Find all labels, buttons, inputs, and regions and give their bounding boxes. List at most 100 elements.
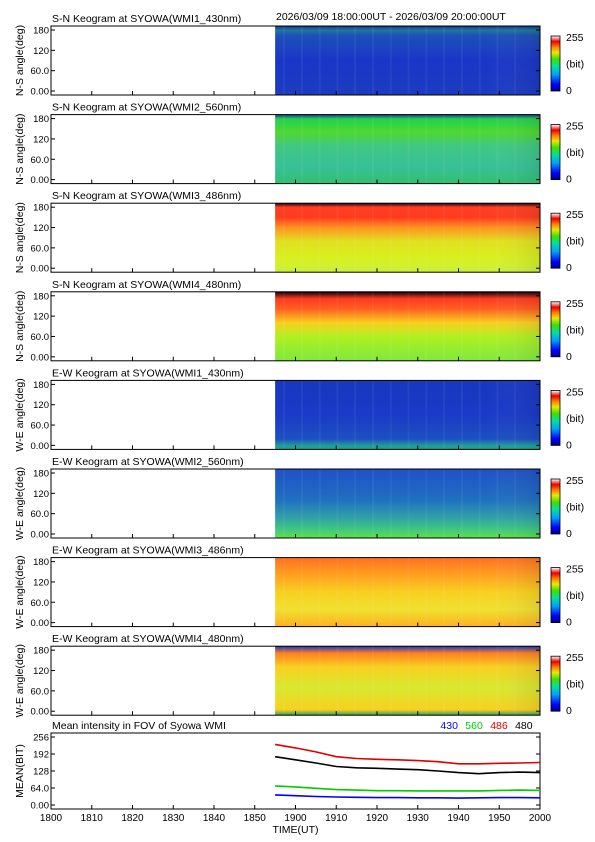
keogram-shade — [275, 557, 540, 627]
keogram-title: E-W Keogram at SYOWA(WMI4_480nm) — [52, 633, 244, 645]
series-line-480 — [274, 755, 541, 775]
colorbar-max-label: 255 — [566, 121, 584, 133]
chart-title: Mean intensity in FOV of Syowa WMI — [52, 720, 226, 732]
colorbar-min-label: 0 — [566, 528, 572, 540]
colorbar-min-label: 0 — [566, 439, 572, 451]
colorbar-unit-label: (bit) — [566, 679, 584, 691]
keogram-ytick-label: 180 — [33, 203, 49, 214]
keogram-ytick-label: 0.00 — [31, 441, 50, 452]
keogram-panel: E-W Keogram at SYOWA(WMI4_480nm)180 120 60… — [14, 633, 584, 718]
keogram-shade — [275, 646, 540, 716]
colorbar-max-label: 255 — [566, 209, 584, 221]
keogram-ytick-label: 0.00 — [31, 530, 50, 541]
keogram-ylabel: N-S angle(deg) — [14, 291, 26, 362]
keogram-ytick-label: 0.00 — [31, 618, 50, 629]
keogram-ytick-label: 180 — [33, 469, 49, 480]
keogram-title: S-N Keogram at SYOWA(WMI1_430nm) — [52, 13, 241, 25]
keogram-ytick-label: 60.0 — [31, 509, 50, 520]
keogram-ytick-label: 180 — [33, 380, 49, 391]
keogram-ytick-label: 120 — [33, 400, 49, 411]
keogram-ytick-label: 180 — [33, 557, 49, 568]
colorbar-min-label: 0 — [566, 174, 572, 186]
series-line-486 — [274, 743, 541, 765]
colorbar-unit-label: (bit) — [566, 59, 584, 71]
colorbar-max-label: 255 — [566, 298, 584, 310]
keogram-panel: S-N Keogram at SYOWA(WMI4_480nm)180 120 60… — [14, 279, 584, 364]
colorbar — [550, 478, 561, 535]
chart-xtick-label: 1920 — [366, 813, 389, 824]
colorbar-unit-label: (bit) — [566, 236, 584, 248]
keogram-title: S-N Keogram at SYOWA(WMI2_560nm) — [52, 102, 241, 114]
keogram-ytick-label: 180 — [33, 26, 49, 37]
keogram-ytick-label: 180 — [33, 646, 49, 657]
keogram-ylabel: N-S angle(deg) — [14, 113, 26, 184]
chart-xtick-label: 2000 — [529, 813, 552, 824]
legend-entry: 480 — [515, 720, 533, 732]
keogram-panel: E-W Keogram at SYOWA(WMI3_486nm)180 120 60… — [14, 545, 584, 630]
keogram-ytick-label: 60.0 — [31, 66, 50, 77]
chart-xtick-label: 1950 — [488, 813, 511, 824]
colorbar — [550, 567, 561, 623]
chart-ytick-label: 0.00 — [31, 801, 50, 812]
keogram-ytick-label: 120 — [33, 666, 49, 677]
keogram-ytick-label: 120 — [33, 577, 49, 588]
chart-ytick-label: 192 — [33, 750, 49, 761]
colorbar-unit-label: (bit) — [566, 413, 584, 425]
legend-entry: 560 — [465, 720, 483, 732]
colorbar-unit-label: (bit) — [566, 324, 584, 336]
keogram-ytick-label: 60.0 — [31, 598, 50, 609]
colorbar-max-label: 255 — [566, 652, 584, 664]
series-line-560 — [275, 785, 541, 792]
keogram-panel: S-N Keogram at SYOWA(WMI1_430nm)180 120 60… — [14, 13, 584, 98]
legend-entry: 430 — [440, 720, 458, 732]
keogram-title: E-W Keogram at SYOWA(WMI2_560nm) — [52, 456, 244, 468]
chart-xtick-label: 1840 — [203, 813, 226, 824]
keogram-ytick-label: 120 — [33, 489, 49, 500]
chart-ylabel: MEAN(BIT) — [14, 744, 26, 798]
chart-xtick-label: 1850 — [244, 813, 267, 824]
keogram-title: S-N Keogram at SYOWA(WMI4_480nm) — [52, 279, 241, 291]
chart-xtick-label: 1810 — [81, 813, 104, 824]
keogram-ytick-label: 120 — [33, 46, 49, 57]
keogram-ytick-label: 60.0 — [31, 332, 50, 343]
chart-xtick-label: 1820 — [121, 813, 144, 824]
keogram-ylabel: W-E angle(deg) — [14, 555, 26, 628]
colorbar-max-label: 255 — [566, 475, 584, 487]
keogram-ylabel: N-S angle(deg) — [14, 25, 26, 96]
keogram-panel: E-W Keogram at SYOWA(WMI1_430nm)180 120 60… — [14, 367, 584, 452]
keogram-shade — [275, 26, 540, 95]
keogram-ytick-label: 0.00 — [31, 264, 50, 275]
colorbar-min-label: 0 — [566, 617, 572, 629]
keogram-panel: S-N Keogram at SYOWA(WMI3_486nm)180 120 60… — [14, 190, 584, 275]
chart-ytick-label: 256 — [33, 733, 49, 744]
colorbar-unit-label: (bit) — [566, 147, 584, 159]
chart-xlabel: TIME(UT) — [272, 824, 318, 836]
chart-xtick-label: 1940 — [447, 813, 470, 824]
keogram-ylabel: N-S angle(deg) — [14, 202, 26, 273]
colorbar-max-label: 255 — [566, 564, 584, 576]
keogram-ytick-label: 0.00 — [31, 707, 50, 718]
colorbar-min-label: 0 — [566, 85, 572, 97]
keogram-ytick-label: 180 — [33, 114, 49, 125]
chart-xtick-label: 1800 — [40, 813, 63, 824]
chart-xtick-label: 1910 — [325, 813, 348, 824]
keogram-ylabel: W-E angle(deg) — [14, 378, 26, 451]
keogram-ylabel: W-E angle(deg) — [14, 644, 26, 717]
keogram-panel: S-N Keogram at SYOWA(WMI2_560nm)180 120 60… — [14, 102, 584, 187]
colorbar-min-label: 0 — [566, 705, 572, 717]
keogram-ytick-label: 60.0 — [31, 686, 50, 697]
colorbar-min-label: 0 — [566, 262, 572, 274]
legend-entry: 486 — [490, 720, 508, 732]
keogram-shade — [275, 203, 540, 273]
keogram-ytick-label: 0.00 — [31, 175, 50, 186]
keogram-ytick-label: 120 — [33, 312, 49, 323]
keogram-ylabel: W-E angle(deg) — [14, 467, 26, 540]
keogram-ytick-label: 120 — [33, 223, 49, 234]
chart-ytick-label: 64.0 — [31, 784, 50, 795]
keogram-title: E-W Keogram at SYOWA(WMI1_430nm) — [52, 367, 244, 379]
time-range-label: 2026/03/09 18:00:00UT - 2026/03/09 20:00… — [276, 11, 506, 23]
keogram-shade — [275, 469, 540, 538]
keogram-ytick-label: 0.00 — [31, 87, 50, 98]
colorbar — [550, 389, 561, 446]
